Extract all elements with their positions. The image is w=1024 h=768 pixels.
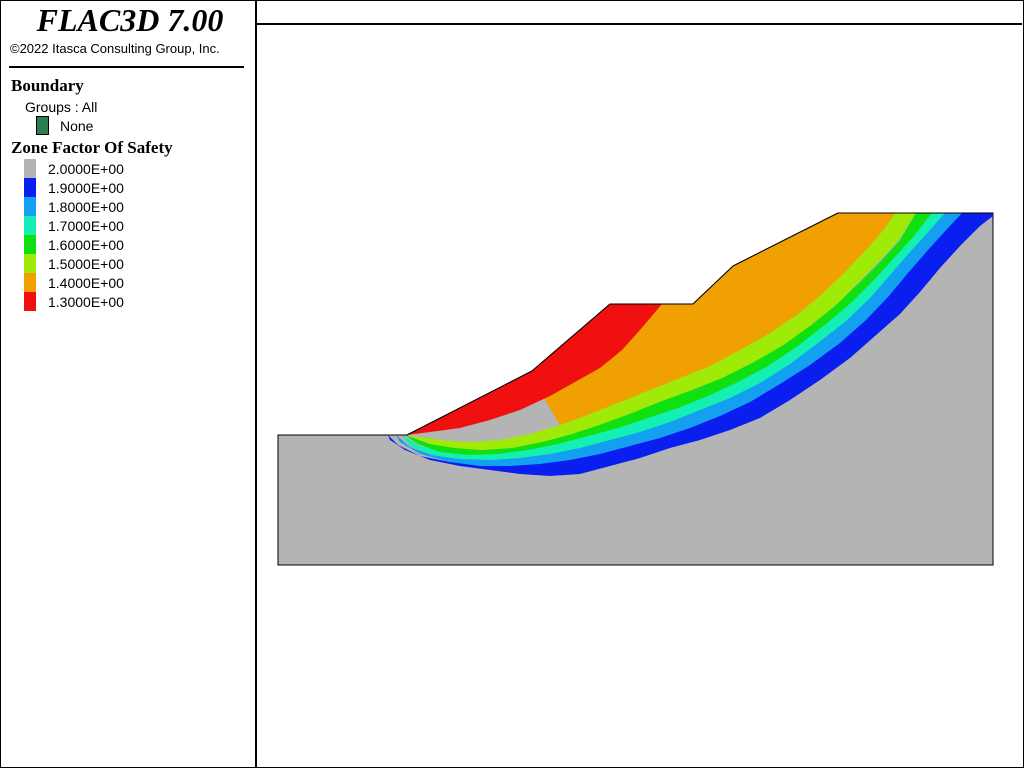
app-title: FLAC3D 7.00 xyxy=(36,2,224,38)
legend-panel xyxy=(1,1,257,767)
boundary-legend-title: Boundary xyxy=(11,76,84,95)
fos-label-1-3: 1.3000E+00 xyxy=(48,294,124,310)
boundary-item-label: None xyxy=(60,118,94,134)
fos-swatch-1-9 xyxy=(24,178,36,197)
fos-contour-1-4 xyxy=(532,213,895,425)
boundary-swatch xyxy=(36,116,49,135)
fos-swatch-1-7 xyxy=(24,216,36,235)
fos-label-1-7: 1.7000E+00 xyxy=(48,218,124,234)
fos-swatch-1-8 xyxy=(24,197,36,216)
fos-swatch-1-3 xyxy=(24,292,36,311)
fos-swatch-1-6 xyxy=(24,235,36,254)
fos-swatch-1-5 xyxy=(24,254,36,273)
model-surface-outline xyxy=(278,212,993,436)
title-divider xyxy=(9,66,244,68)
fos-label-1-8: 1.8000E+00 xyxy=(48,199,124,215)
boundary-groups-text: Groups : All xyxy=(25,99,98,115)
copyright-text: ©2022 Itasca Consulting Group, Inc. xyxy=(10,41,220,56)
fos-contour-1-6 xyxy=(405,213,932,455)
fos-swatch-2-0 xyxy=(24,159,36,178)
view-header-divider xyxy=(257,23,1022,25)
fos-label-1-5: 1.5000E+00 xyxy=(48,256,124,272)
fos-contour-1-7 xyxy=(402,213,945,460)
fos-label-1-4: 1.4000E+00 xyxy=(48,275,124,291)
fos-label-1-6: 1.6000E+00 xyxy=(48,237,124,253)
fos-swatch-1-4 xyxy=(24,273,36,292)
fos-label-2-0: 2.0000E+00 xyxy=(48,161,124,177)
fos-label-1-9: 1.9000E+00 xyxy=(48,180,124,196)
fos-legend-title: Zone Factor Of Safety xyxy=(11,138,173,157)
